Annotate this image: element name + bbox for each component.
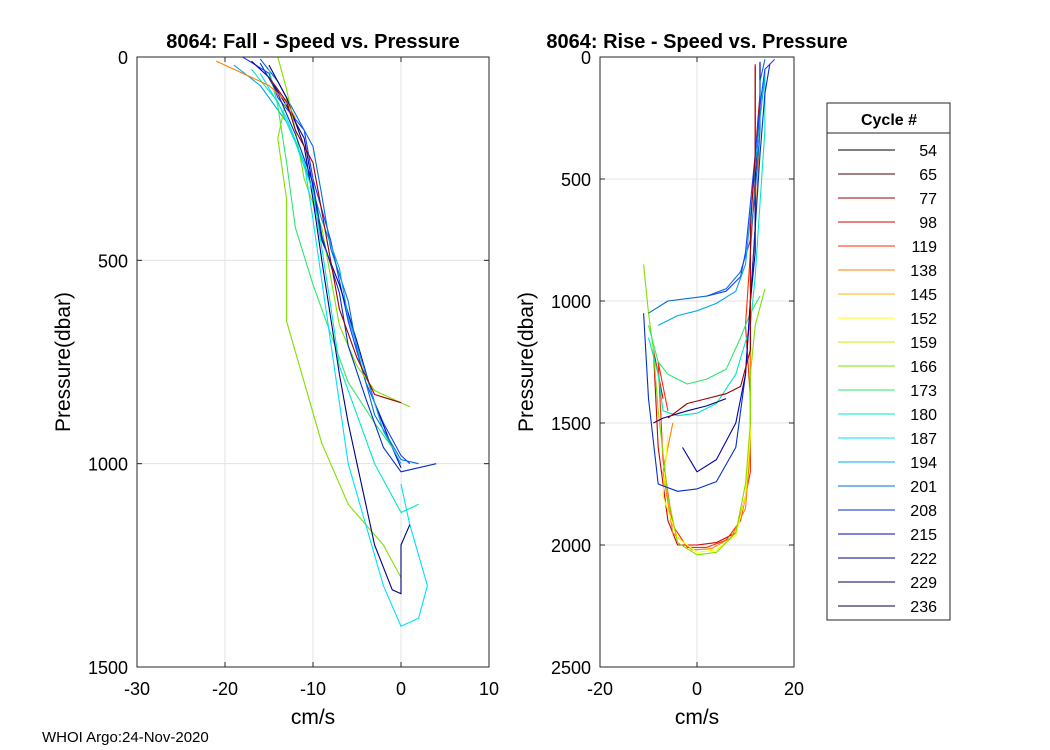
rise-series-line-12 xyxy=(706,59,775,297)
rise-y-tick-label: 1500 xyxy=(551,414,591,434)
fall-series-line-10 xyxy=(250,68,419,514)
legend-label-98: 98 xyxy=(919,215,937,232)
rise-y-tick-label: 1000 xyxy=(551,292,591,312)
legend-label-166: 166 xyxy=(910,359,937,376)
legend-label-159: 159 xyxy=(910,335,937,352)
rise-x-axis-label: cm/s xyxy=(675,706,719,729)
rise-x-tick-label: -20 xyxy=(587,679,613,699)
legend-label-152: 152 xyxy=(910,311,937,328)
legend-label-145: 145 xyxy=(910,287,937,304)
fall-x-tick-label: -20 xyxy=(212,679,238,699)
footer-stamp: WHOI Argo:24-Nov-2020 xyxy=(42,729,209,746)
legend-label-180: 180 xyxy=(910,407,937,424)
legend-label-215: 215 xyxy=(910,527,937,544)
fall-tick-labels: -30 -20 -10 0 10 0 500 1000 1500 xyxy=(88,48,499,699)
rise-tick-labels: -20 0 20 0 500 1000 1500 2000 2500 xyxy=(551,48,804,699)
rise-series-line-14 xyxy=(667,64,756,419)
fall-series-line-13 xyxy=(268,76,402,404)
rise-series-line-6 xyxy=(647,295,761,385)
fall-series-line-4 xyxy=(233,64,402,464)
fall-series-line-12 xyxy=(215,60,296,119)
legend-title: Cycle # xyxy=(861,112,917,129)
legend-label-222: 222 xyxy=(910,551,937,568)
legend: Cycle # 54 65 77 98 119 138 145 152 159 166 173 180… xyxy=(826,102,951,621)
fall-x-tick-label: -10 xyxy=(300,679,326,699)
rise-series-group xyxy=(643,59,775,556)
rise-series-line-7 xyxy=(647,69,766,417)
fall-y-tick-label: 500 xyxy=(98,251,128,271)
rise-chart: -20 0 20 0 500 1000 1500 2000 2500 8064: Rise - … xyxy=(515,31,848,729)
legend-label-65: 65 xyxy=(919,167,937,184)
fall-y-tick-label: 0 xyxy=(118,48,128,68)
legend-label-236: 236 xyxy=(910,599,937,616)
rise-series-line-8 xyxy=(643,64,771,492)
fall-x-tick-label: 0 xyxy=(396,679,406,699)
legend-label-229: 229 xyxy=(910,575,937,592)
rise-y-tick-label: 0 xyxy=(581,48,591,68)
rise-y-tick-label: 2000 xyxy=(551,536,591,556)
legend-label-187: 187 xyxy=(910,431,937,448)
rise-x-tick-label: 20 xyxy=(784,679,804,699)
legend-entries: 54 65 77 98 119 138 145 152 159 166 173 180 187 194 20… xyxy=(838,143,937,616)
rise-series-line-4 xyxy=(662,374,751,553)
legend-label-201: 201 xyxy=(910,479,937,496)
legend-label-54: 54 xyxy=(919,143,937,160)
fall-series-line-8 xyxy=(259,73,428,627)
rise-series-line-9 xyxy=(653,398,727,424)
fall-y-tick-label: 1000 xyxy=(88,455,128,475)
rise-chart-title: 8064: Rise - Speed vs. Pressure xyxy=(546,31,847,53)
rise-y-tick-label: 2500 xyxy=(551,658,591,678)
fall-series-line-9 xyxy=(268,64,411,595)
fall-x-tick-label: -30 xyxy=(124,679,150,699)
rise-y-axis-label: Pressure(dbar) xyxy=(515,292,538,432)
rise-y-tick-label: 500 xyxy=(561,170,591,190)
fall-series-line-5 xyxy=(277,56,411,408)
legend-label-77: 77 xyxy=(919,191,937,208)
legend-label-138: 138 xyxy=(910,263,937,280)
legend-label-208: 208 xyxy=(910,503,937,520)
fall-y-tick-label: 1500 xyxy=(88,658,128,678)
fall-chart-title: 8064: Fall - Speed vs. Pressure xyxy=(166,31,460,53)
fall-x-axis-label: cm/s xyxy=(291,706,335,729)
legend-label-119: 119 xyxy=(911,239,937,256)
fall-x-tick-label: 10 xyxy=(479,679,499,699)
rise-x-tick-label: 0 xyxy=(692,679,702,699)
fall-series-line-11 xyxy=(259,62,437,473)
legend-label-194: 194 xyxy=(910,455,937,472)
fall-series-group xyxy=(215,56,437,627)
rise-series-line-13 xyxy=(657,76,766,326)
legend-label-173: 173 xyxy=(910,383,937,400)
fall-y-axis-label: Pressure(dbar) xyxy=(52,292,75,432)
fall-chart: -30 -20 -10 0 10 0 500 1000 1500 8064: Fall - Sp… xyxy=(52,31,499,729)
